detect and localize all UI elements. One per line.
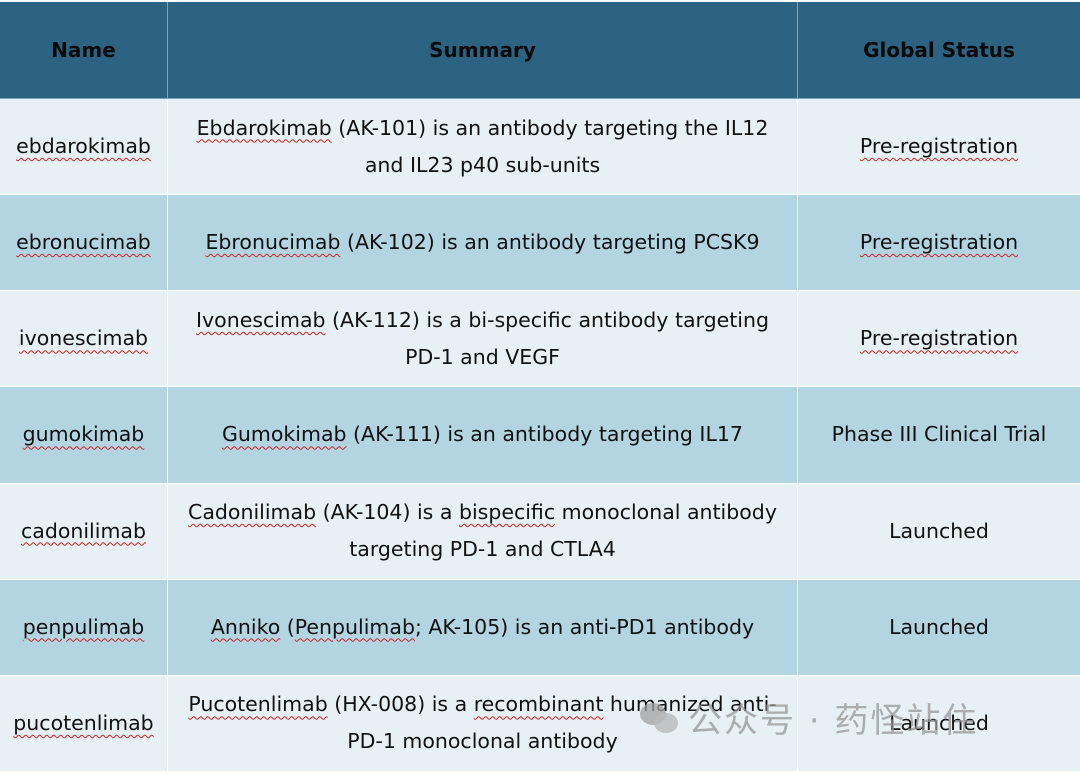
status-text: Launched bbox=[889, 710, 989, 735]
status-text: Pre-registration bbox=[859, 326, 1019, 351]
cell-name: ebronucimab bbox=[0, 195, 168, 292]
summary-fragment: Pucotenlimab bbox=[188, 692, 328, 717]
summary-fragment: Penpulimab bbox=[294, 614, 415, 639]
cell-name: ebdarokimab bbox=[0, 99, 168, 196]
summary-fragment: Gumokimab bbox=[222, 422, 347, 447]
status-text: Launched bbox=[889, 614, 989, 639]
summary-fragment: recombinant bbox=[473, 692, 604, 717]
cell-name: cadonilimab bbox=[0, 483, 168, 580]
drug-name: gumokimab bbox=[22, 422, 145, 447]
cell-global-status: Launched bbox=[798, 675, 1080, 772]
summary-fragment: humanized anti-PD-1 monoclonal antibody bbox=[347, 692, 777, 754]
summary-text: Ebdarokimab (AK-101) is an antibody targ… bbox=[183, 110, 783, 184]
summary-text: Pucotenlimab (HX-008) is a recombinant h… bbox=[183, 686, 783, 760]
summary-text: Anniko (Penpulimab; AK-105) is an anti-P… bbox=[211, 609, 754, 646]
summary-fragment: Ivonescimab bbox=[196, 307, 326, 332]
cell-summary: Ivonescimab (AK-112) is a bi-specific an… bbox=[168, 291, 798, 388]
summary-fragment: Ebdarokimab bbox=[196, 115, 332, 140]
cell-global-status: Phase III Clinical Trial bbox=[798, 387, 1080, 484]
status-text: Pre-registration bbox=[859, 230, 1019, 255]
cell-global-status: Pre-registration bbox=[798, 99, 1080, 196]
cell-summary: Ebronucimab (AK-102) is an antibody targ… bbox=[168, 195, 798, 292]
summary-fragment: (AK-101) is an antibody targeting the IL… bbox=[331, 115, 769, 177]
cell-name: pucotenlimab bbox=[0, 675, 168, 772]
summary-fragment: (AK-111) is an antibody targeting IL17 bbox=[346, 422, 743, 447]
cell-summary: Anniko (Penpulimab; AK-105) is an anti-P… bbox=[168, 579, 798, 676]
drug-name: ebdarokimab bbox=[16, 134, 151, 159]
summary-fragment: ; AK-105) is an anti-PD1 antibody bbox=[414, 614, 755, 639]
status-text: Launched bbox=[889, 518, 989, 543]
drug-name: ivonescimab bbox=[18, 326, 149, 351]
status-text: Pre-registration bbox=[859, 134, 1019, 159]
cell-summary: Gumokimab (AK-111) is an antibody target… bbox=[168, 387, 798, 484]
cell-name: gumokimab bbox=[0, 387, 168, 484]
summary-fragment: Anniko bbox=[210, 614, 281, 639]
cell-global-status: Pre-registration bbox=[798, 195, 1080, 292]
status-text: Phase III Clinical Trial bbox=[831, 422, 1047, 447]
summary-fragment: (AK-112) is a bi-specific antibody targe… bbox=[325, 307, 769, 369]
drug-name: pucotenlimab bbox=[13, 710, 154, 735]
cell-summary: Cadonilimab (AK-104) is a bispecific mon… bbox=[168, 483, 798, 580]
header-global-status: Global Status bbox=[798, 2, 1080, 99]
header-name: Name bbox=[0, 2, 168, 99]
summary-fragment: (AK-102) is an antibody targeting PCSK9 bbox=[340, 230, 760, 255]
cell-name: ivonescimab bbox=[0, 291, 168, 388]
cell-summary: Pucotenlimab (HX-008) is a recombinant h… bbox=[168, 675, 798, 772]
summary-fragment: bispecific bbox=[458, 500, 556, 525]
header-summary: Summary bbox=[168, 2, 798, 99]
summary-text: Cadonilimab (AK-104) is a bispecific mon… bbox=[183, 494, 783, 568]
summary-fragment: monoclonal antibody targeting PD-1 and C… bbox=[349, 500, 777, 562]
cell-name: penpulimab bbox=[0, 579, 168, 676]
summary-fragment: (HX-008) is a bbox=[327, 692, 474, 717]
drug-name: penpulimab bbox=[22, 614, 145, 639]
summary-fragment: Ebronucimab bbox=[205, 230, 341, 255]
cell-global-status: Launched bbox=[798, 579, 1080, 676]
summary-fragment: ( bbox=[280, 614, 295, 639]
drug-name: cadonilimab bbox=[20, 518, 146, 543]
cell-summary: Ebdarokimab (AK-101) is an antibody targ… bbox=[168, 99, 798, 196]
summary-fragment: (AK-104) is a bbox=[316, 500, 459, 525]
drug-name: ebronucimab bbox=[16, 230, 151, 255]
summary-text: Ebronucimab (AK-102) is an antibody targ… bbox=[205, 224, 759, 261]
cell-global-status: Pre-registration bbox=[798, 291, 1080, 388]
summary-fragment: Cadonilimab bbox=[188, 500, 317, 525]
summary-text: Ivonescimab (AK-112) is a bi-specific an… bbox=[183, 302, 783, 376]
cell-global-status: Launched bbox=[798, 483, 1080, 580]
summary-text: Gumokimab (AK-111) is an antibody target… bbox=[222, 416, 743, 453]
